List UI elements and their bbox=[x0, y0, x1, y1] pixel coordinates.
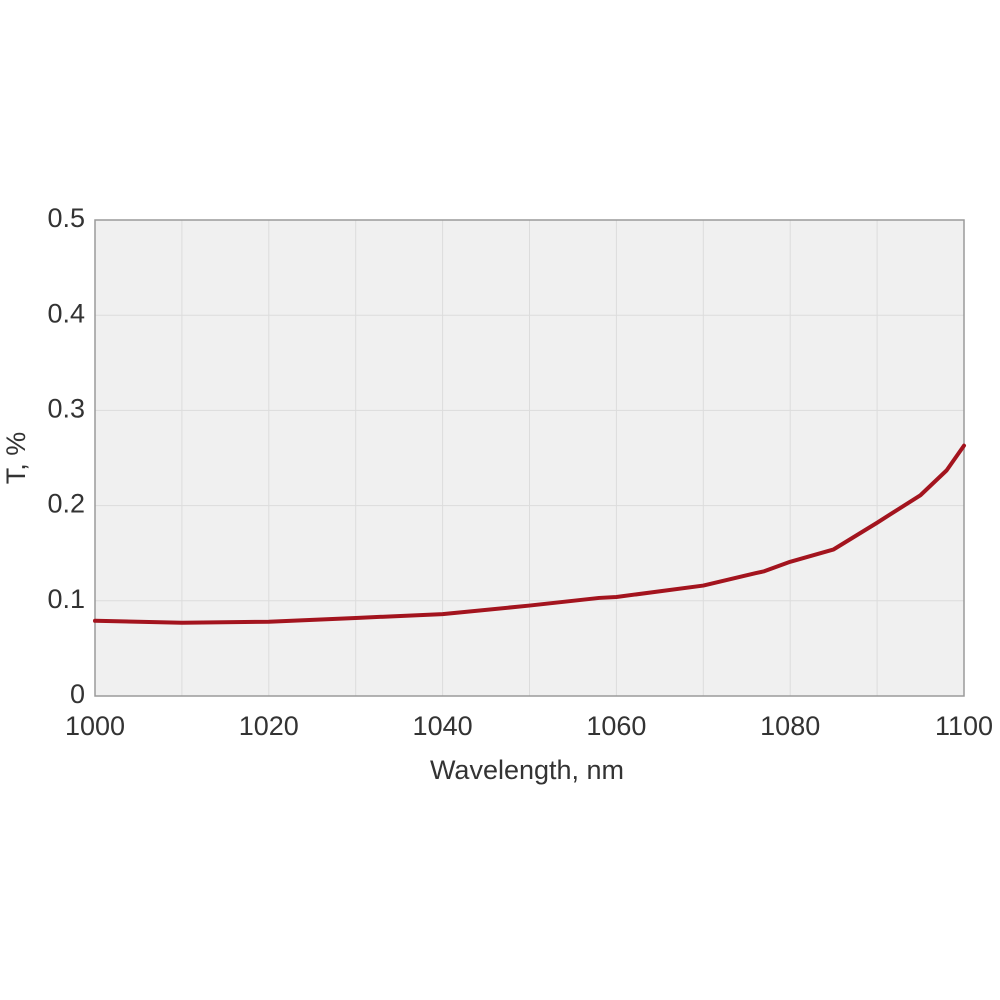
x-tick-label: 1060 bbox=[586, 711, 646, 741]
y-tick-label: 0.3 bbox=[47, 394, 85, 424]
data-line bbox=[93, 443, 966, 625]
plot-frame bbox=[94, 219, 965, 697]
x-tick-label: 1080 bbox=[760, 711, 820, 741]
x-axis-label: Wavelength, nm bbox=[430, 755, 624, 785]
y-tick-label: 0.2 bbox=[47, 489, 85, 519]
x-tick-label: 1020 bbox=[239, 711, 299, 741]
y-tick-label: 0.4 bbox=[47, 298, 85, 328]
y-tick-label: 0 bbox=[70, 679, 85, 709]
y-tick-label: 0.1 bbox=[47, 584, 85, 614]
x-tick-label: 1100 bbox=[935, 711, 993, 741]
y-tick-label: 0.5 bbox=[47, 203, 85, 233]
x-tick-label: 1040 bbox=[413, 711, 473, 741]
y-axis-label: T, % bbox=[1, 432, 31, 485]
x-tick-label: 1000 bbox=[65, 711, 125, 741]
